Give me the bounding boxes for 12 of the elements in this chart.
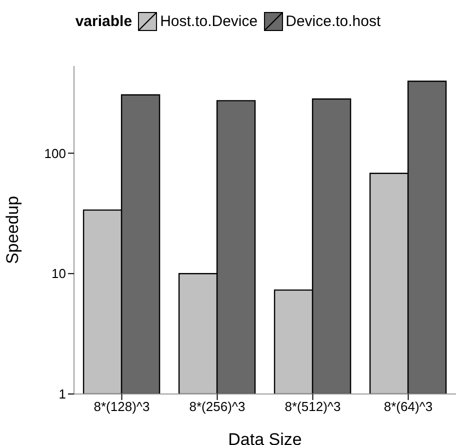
y-tick-label: 1 — [58, 386, 66, 402]
y-axis-title: Speedup — [3, 196, 22, 264]
y-tick-label: 10 — [52, 266, 66, 282]
x-axis-title: Data Size — [228, 430, 302, 445]
x-tick-label: 8*(64)^3 — [384, 399, 433, 414]
legend-label: Device.to.host — [286, 13, 381, 30]
x-tick-label: 8*(128)^3 — [94, 399, 150, 414]
y-tick-label: 100 — [44, 146, 66, 161]
x-tick-label: 8*(256)^3 — [189, 399, 246, 414]
x-tick-label: 8*(512)^3 — [284, 399, 341, 414]
legend-title: variable — [75, 13, 132, 30]
legend-label: Host.to.Device — [160, 13, 258, 30]
